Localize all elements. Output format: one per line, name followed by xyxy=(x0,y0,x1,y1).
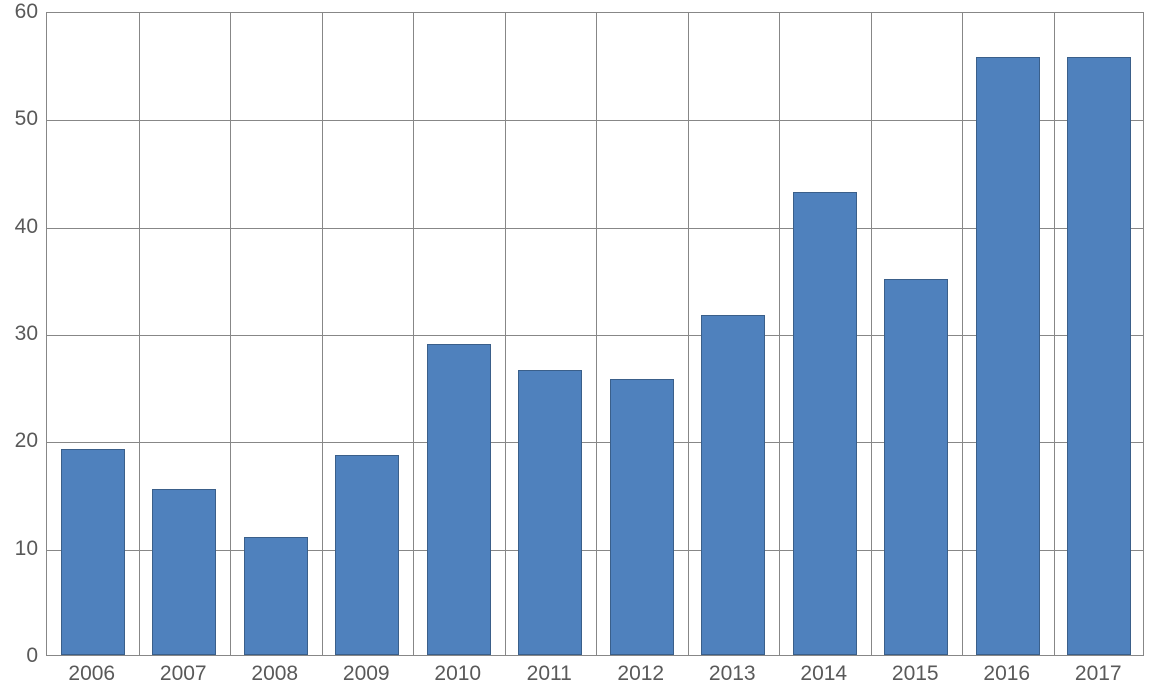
y-tick-label: 60 xyxy=(0,0,38,24)
gridline-v xyxy=(413,13,414,655)
bar xyxy=(427,344,491,655)
bar xyxy=(244,537,308,655)
bar xyxy=(61,449,125,655)
bar xyxy=(610,379,674,655)
x-tick-label: 2014 xyxy=(800,662,847,686)
gridline-v xyxy=(322,13,323,655)
x-tick-label: 2015 xyxy=(892,662,939,686)
gridline-v xyxy=(596,13,597,655)
x-tick-label: 2016 xyxy=(983,662,1030,686)
gridline-v xyxy=(871,13,872,655)
gridline-v xyxy=(139,13,140,655)
x-tick-label: 2017 xyxy=(1075,662,1122,686)
gridline-v xyxy=(962,13,963,655)
gridline-v xyxy=(230,13,231,655)
bar xyxy=(884,279,948,655)
x-tick-label: 2013 xyxy=(709,662,756,686)
gridline-v xyxy=(1054,13,1055,655)
x-tick-label: 2011 xyxy=(527,662,572,686)
gridline-v xyxy=(505,13,506,655)
y-tick-label: 20 xyxy=(0,429,38,453)
x-tick-label: 2006 xyxy=(68,662,115,686)
bar xyxy=(701,315,765,655)
x-tick-label: 2007 xyxy=(160,662,207,686)
plot-area xyxy=(46,12,1144,656)
y-tick-label: 50 xyxy=(0,107,38,131)
bar xyxy=(518,370,582,656)
y-tick-label: 10 xyxy=(0,537,38,561)
gridline-v xyxy=(779,13,780,655)
bar xyxy=(152,489,216,655)
gridline-v xyxy=(688,13,689,655)
bar xyxy=(976,57,1040,655)
bar-chart: 0 10 20 30 40 50 60 2006 2007 2008 2009 2010 2011 20… xyxy=(0,0,1154,699)
x-tick-label: 2009 xyxy=(343,662,390,686)
bar xyxy=(335,455,399,655)
x-tick-label: 2012 xyxy=(617,662,664,686)
bar xyxy=(1067,57,1131,655)
bar xyxy=(793,192,857,655)
y-tick-label: 0 xyxy=(0,644,38,668)
x-tick-label: 2010 xyxy=(434,662,481,686)
y-tick-label: 30 xyxy=(0,322,38,346)
x-tick-label: 2008 xyxy=(251,662,298,686)
y-tick-label: 40 xyxy=(0,215,38,239)
